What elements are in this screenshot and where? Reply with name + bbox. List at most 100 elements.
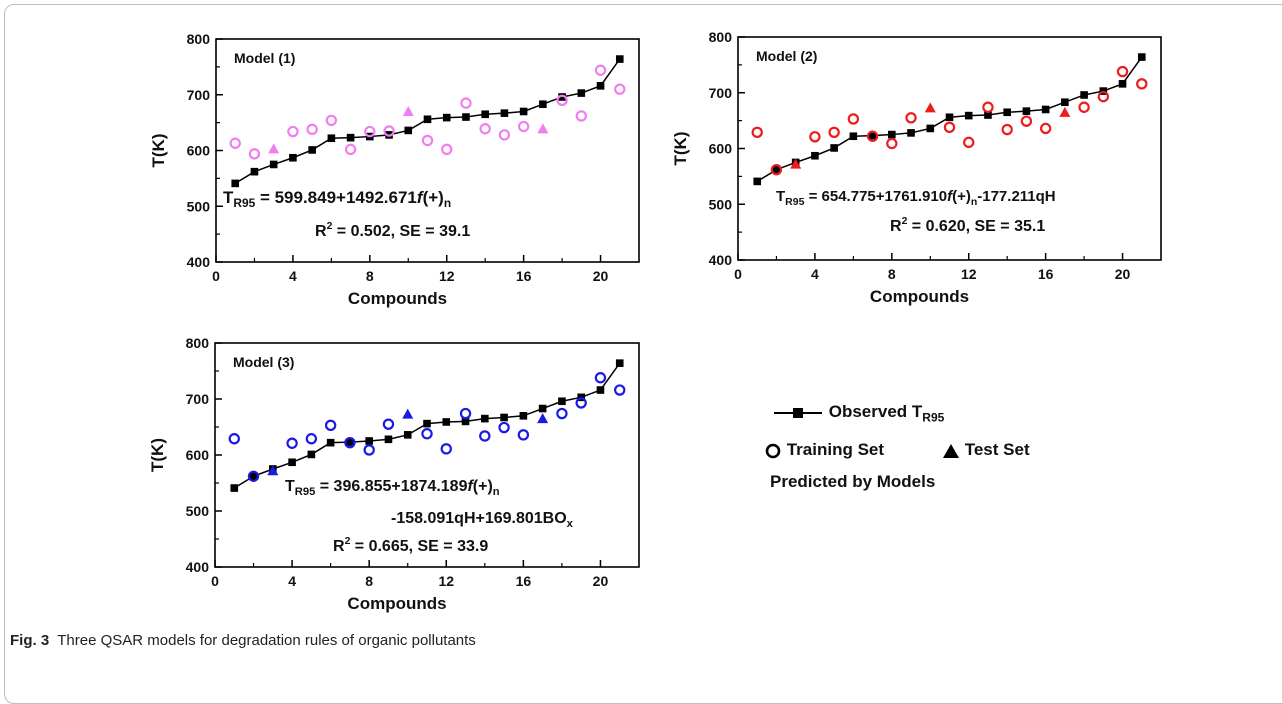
observed-point [308, 146, 316, 154]
legend-test: Test Set [942, 440, 1030, 460]
plot-area [214, 342, 640, 568]
training-point [1039, 122, 1052, 135]
test-point [402, 106, 414, 117]
training-point [498, 129, 511, 141]
observed-point [500, 413, 508, 422]
training-point [828, 126, 840, 139]
panel-title: Model (1) [234, 50, 295, 66]
training-point [440, 443, 452, 455]
observed-point [1137, 53, 1146, 61]
observed-point [288, 458, 296, 467]
training-point [1097, 90, 1110, 103]
training-point [751, 126, 763, 139]
x-axis-label: Compounds [870, 287, 969, 306]
training-point [1001, 123, 1013, 136]
x-tick-label: 20 [593, 268, 609, 284]
figure-caption: Fig. 3 Three QSAR models for degradation… [10, 632, 476, 649]
observed-point [753, 177, 762, 186]
y-tick-label: 500 [709, 196, 733, 212]
training-point [1136, 78, 1148, 90]
observed-point [365, 437, 373, 445]
x-tick-label: 4 [811, 266, 819, 282]
y-tick-label: 700 [187, 87, 211, 103]
y-tick-label: 800 [186, 335, 210, 351]
observed-point [868, 131, 877, 140]
training-point [228, 433, 240, 445]
training-point [344, 143, 357, 156]
observed-point [346, 133, 355, 142]
test-point [790, 158, 802, 169]
observed-point [249, 472, 258, 481]
x-tick-label: 16 [1038, 266, 1054, 282]
observed-point [481, 414, 489, 423]
model-equation: TR95 = 654.775+1761.910f(+)n-177.211qH [776, 188, 1056, 208]
y-tick-label: 400 [187, 254, 211, 270]
x-axis-label: Compounds [348, 289, 447, 308]
training-point [770, 163, 783, 176]
y-tick-label: 800 [187, 31, 211, 47]
observed-point [327, 134, 336, 143]
training-point [1020, 115, 1033, 127]
observed-point [1041, 105, 1050, 114]
observed-point [558, 397, 566, 406]
legend-test-label: Test Set [964, 440, 1030, 459]
observed-point [811, 151, 819, 160]
y-tick-label: 700 [186, 391, 210, 407]
observed-point [1118, 80, 1127, 88]
x-tick-label: 8 [365, 573, 373, 589]
panel-model-1: 400 500 600 700 800 0 4 8 12 16 20 Compounds T(K) Mod… [149, 31, 640, 308]
x-tick-label: 12 [961, 266, 977, 282]
observed-point [539, 100, 547, 109]
training-point [905, 112, 917, 124]
training-point [306, 123, 318, 136]
observed-point [269, 160, 278, 169]
training-point [325, 114, 338, 127]
chart-legend: Observed TR95 Training Set Test Set Pred… [765, 398, 1102, 498]
legend-training: Training Set [764, 440, 884, 460]
test-point [267, 465, 279, 476]
training-point [324, 419, 337, 432]
y-tick-label: 400 [709, 252, 733, 268]
panel-model-2: 400 500 600 700 800 0 4 8 12 16 20 Compounds T(K) Mod… [671, 29, 1162, 306]
y-tick-label: 400 [186, 559, 210, 575]
observed-point [500, 109, 509, 117]
observed-point [462, 113, 470, 121]
training-point [383, 125, 395, 137]
training-point [594, 372, 607, 384]
training-point [460, 97, 472, 109]
observed-point [964, 111, 973, 120]
legend-observed-symbol [774, 407, 822, 418]
observed-point [615, 55, 624, 63]
legend-observed-sub: R95 [922, 410, 945, 425]
training-point [886, 137, 898, 150]
x-tick-label: 12 [439, 268, 455, 284]
observed-point [307, 450, 316, 459]
model-statistics: R2 = 0.665, SE = 33.9 [333, 536, 488, 555]
x-tick-label: 16 [516, 573, 532, 589]
x-tick-label: 12 [438, 573, 454, 589]
legend-test-symbol [943, 443, 959, 458]
x-tick-label: 4 [289, 268, 297, 284]
training-point [247, 470, 260, 482]
x-tick-label: 20 [593, 573, 609, 589]
observed-point [442, 418, 451, 426]
model-equation: TR95 = 396.855+1874.189f(+)n [285, 478, 500, 498]
legend-training-label: Training Set [786, 440, 885, 459]
x-tick-label: 4 [288, 573, 296, 589]
observed-point [1022, 107, 1031, 115]
training-point [305, 433, 318, 445]
panel-model-3: 400 500 600 700 800 0 4 8 12 16 20 Compounds T(K) Mod… [148, 335, 640, 613]
model-equation-line2: -158.091qH+169.801BOx [391, 510, 574, 530]
training-point [363, 444, 375, 456]
observed-point [442, 113, 451, 122]
test-point [924, 102, 936, 113]
observed-point [577, 89, 586, 97]
observed-point [403, 431, 412, 439]
y-tick-label: 600 [186, 447, 210, 463]
training-point [248, 148, 261, 160]
training-point [421, 134, 434, 147]
training-point [594, 64, 607, 76]
test-point [537, 413, 549, 424]
training-point [421, 428, 433, 440]
training-point [479, 123, 491, 135]
